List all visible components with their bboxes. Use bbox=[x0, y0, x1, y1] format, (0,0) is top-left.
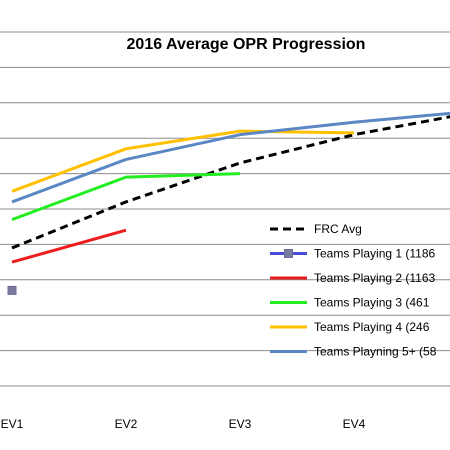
series-point-2 bbox=[8, 286, 16, 294]
chart-title: 2016 Average OPR Progression bbox=[127, 36, 366, 53]
legend-marker-2 bbox=[285, 250, 293, 258]
x-tick-label: EV3 bbox=[229, 417, 252, 431]
legend-label-4: Teams Playing 3 (461 bbox=[314, 296, 430, 310]
x-tick-label: EV2 bbox=[115, 417, 138, 431]
legend-label-3: Teams Playing 2 (1163 bbox=[314, 271, 436, 285]
legend-label-1: FRC Avg bbox=[314, 222, 362, 236]
legend-label-2: Teams Playing 1 (1186 bbox=[314, 247, 436, 261]
x-tick-label: EV4 bbox=[343, 417, 366, 431]
x-tick-label: EV1 bbox=[1, 417, 24, 431]
legend-label-5: Teams Playing 4 (246 bbox=[314, 320, 430, 334]
legend-label-6: Teams Playning 5+ (58 bbox=[314, 345, 437, 359]
